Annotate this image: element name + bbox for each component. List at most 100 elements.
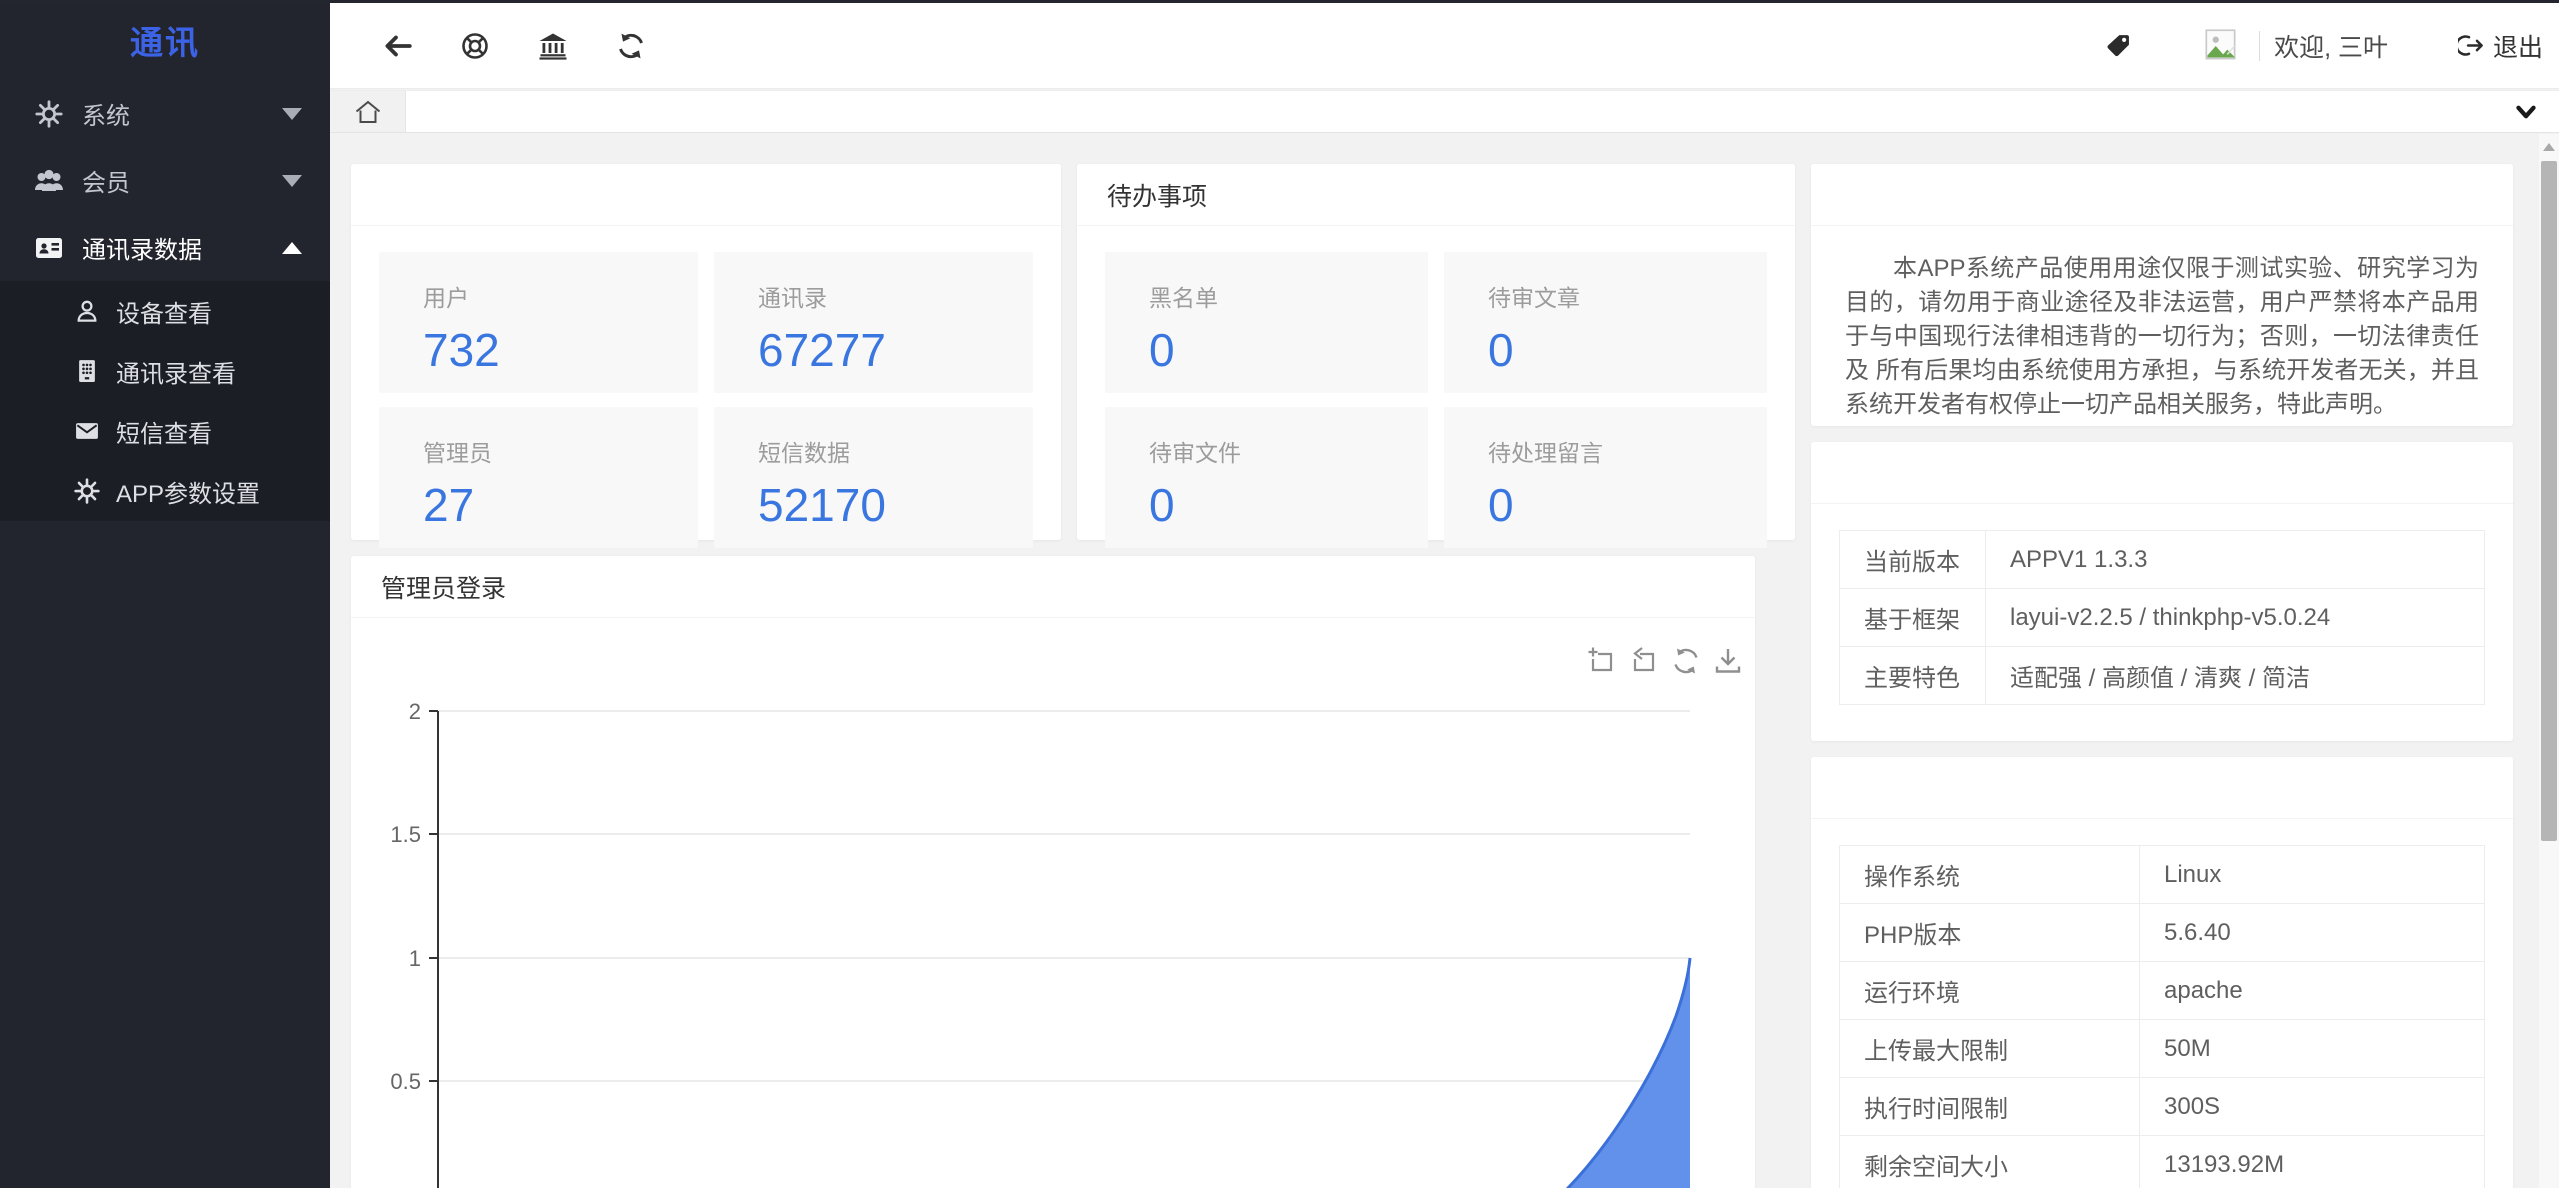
zoom-restore-icon[interactable] bbox=[1627, 644, 1661, 678]
sidebar-menu: 系统 会员 通讯录数据 bbox=[0, 80, 330, 521]
admin-login-chart-card: 管理员登录 bbox=[351, 556, 1755, 1188]
sidebar-item-system[interactable]: 系统 bbox=[0, 80, 330, 147]
stat-label: 黑名单 bbox=[1149, 285, 1218, 311]
y-axis-tick-labels: 2 1.5 1 0.5 bbox=[390, 699, 421, 1094]
sidebar-item-label: 设备查看 bbox=[116, 300, 212, 328]
stat-box-blacklist: 黑名单 0 bbox=[1105, 252, 1428, 393]
table-row: 剩余空间大小 13193.92M bbox=[1839, 1135, 2485, 1188]
chart-card-title: 管理员登录 bbox=[381, 574, 507, 603]
stat-label: 短信数据 bbox=[758, 440, 850, 466]
stat-value: 27 bbox=[423, 479, 475, 531]
chevron-down-icon bbox=[282, 107, 302, 120]
chart-body: 2 1.5 1 0.5 bbox=[351, 618, 1755, 1188]
row-label: 剩余空间大小 bbox=[1839, 1135, 2140, 1188]
logout-icon bbox=[2457, 35, 2483, 56]
back-arrow-icon[interactable] bbox=[378, 27, 416, 65]
chart-refresh-icon[interactable] bbox=[1669, 644, 1703, 678]
disclaimer-card: 本APP系统产品使用用途仅限于测试实验、研究学习为目的，请勿用于商业途径及非法运… bbox=[1811, 164, 2513, 426]
row-value: 300S bbox=[2139, 1077, 2485, 1136]
stat-label: 用户 bbox=[423, 285, 469, 311]
tab-home[interactable] bbox=[330, 91, 406, 132]
sidebar-item-members[interactable]: 会员 bbox=[0, 147, 330, 214]
stat-box-pending-files: 待审文件 0 bbox=[1105, 407, 1428, 548]
sidebar-item-label: APP参数设置 bbox=[116, 480, 261, 508]
vertical-scrollbar[interactable] bbox=[2539, 134, 2559, 1188]
table-row: 上传最大限制 50M bbox=[1839, 1019, 2485, 1078]
app-logo[interactable]: 通讯 bbox=[0, 0, 330, 80]
version-card-header bbox=[1811, 442, 2513, 504]
stat-box-contacts: 通讯录 67277 bbox=[714, 252, 1033, 393]
scrollbar-up-arrow[interactable] bbox=[2539, 134, 2559, 160]
stats-card-header bbox=[351, 164, 1061, 226]
row-value: apache bbox=[2139, 961, 2485, 1020]
todo-card-header: 待办事项 bbox=[1077, 164, 1795, 226]
logout-label: 退出 bbox=[2492, 33, 2543, 62]
row-label: 执行时间限制 bbox=[1839, 1077, 2140, 1136]
sidebar-item-label: 短信查看 bbox=[116, 420, 212, 448]
table-row: 运行环境 apache bbox=[1839, 961, 2485, 1020]
chevron-up-icon bbox=[282, 241, 302, 254]
stat-label: 通讯录 bbox=[758, 285, 827, 311]
sidebar-item-label: 通讯录数据 bbox=[82, 237, 202, 264]
bank-icon[interactable] bbox=[534, 27, 572, 65]
version-table: 当前版本 APPV1 1.3.3 基于框架 layui-v2.2.5 / thi… bbox=[1839, 530, 2485, 705]
chart-toolbox bbox=[1585, 644, 1745, 678]
area-series-line bbox=[1565, 957, 1692, 1188]
avatar[interactable] bbox=[2199, 24, 2243, 68]
tag-icon[interactable] bbox=[2099, 27, 2137, 65]
row-value: 13193.92M bbox=[2139, 1135, 2485, 1188]
area-series-fill bbox=[1567, 958, 1690, 1188]
table-row: 主要特色 适配强 / 高颜值 / 清爽 / 简洁 bbox=[1839, 646, 2485, 705]
app-title: 通讯 bbox=[130, 24, 200, 61]
tab-dropdown-button[interactable] bbox=[2493, 91, 2559, 132]
logout-button[interactable]: 退出 bbox=[2457, 28, 2543, 64]
topbar: 欢迎, 三叶 退出 bbox=[330, 3, 2559, 89]
todo-grid: 黑名单 0 待审文章 0 待审文件 0 待处理留言 0 bbox=[1077, 226, 1795, 574]
row-value: APPV1 1.3.3 bbox=[1985, 530, 2485, 589]
data-zoom-icon[interactable] bbox=[1585, 644, 1619, 678]
envelope-icon bbox=[72, 416, 102, 446]
sidebar-item-app-settings[interactable]: APP参数设置 bbox=[0, 461, 330, 521]
sidebar-item-label: 系统 bbox=[82, 103, 130, 130]
chevron-down-icon bbox=[282, 174, 302, 187]
sidebar-item-label: 通讯录查看 bbox=[116, 360, 236, 388]
row-label: 基于框架 bbox=[1839, 588, 1986, 647]
sidebar-item-device-view[interactable]: 设备查看 bbox=[0, 281, 330, 341]
refresh-icon[interactable] bbox=[612, 27, 650, 65]
tab-active-empty[interactable] bbox=[406, 91, 2493, 132]
stats-card: 用户 732 通讯录 67277 管理员 27 短信数据 52170 bbox=[351, 164, 1061, 548]
stat-label: 管理员 bbox=[423, 440, 492, 466]
chevron-down-icon bbox=[2516, 105, 2536, 118]
stat-box-sms: 短信数据 52170 bbox=[714, 407, 1033, 548]
stat-label: 待审文件 bbox=[1149, 440, 1241, 466]
table-row: PHP版本 5.6.40 bbox=[1839, 903, 2485, 962]
sidebar: 通讯 系统 会员 通讯录数据 bbox=[0, 0, 330, 1188]
topbar-left-actions bbox=[330, 27, 650, 65]
stat-box-pending-messages: 待处理留言 0 bbox=[1444, 407, 1767, 548]
life-ring-icon[interactable] bbox=[456, 27, 494, 65]
stat-value: 52170 bbox=[758, 479, 886, 531]
row-value: 适配强 / 高颜值 / 清爽 / 简洁 bbox=[1985, 646, 2485, 705]
stat-box-users: 用户 732 bbox=[379, 252, 698, 393]
download-icon[interactable] bbox=[1711, 644, 1745, 678]
stat-value: 0 bbox=[1149, 324, 1175, 376]
disclaimer-text: 本APP系统产品使用用途仅限于测试实验、研究学习为目的，请勿用于商业途径及非法运… bbox=[1845, 255, 2479, 418]
row-value: Linux bbox=[2139, 845, 2485, 904]
scrollbar-thumb[interactable] bbox=[2541, 161, 2557, 841]
tabbar bbox=[330, 90, 2559, 133]
sidebar-item-sms-view[interactable]: 短信查看 bbox=[0, 401, 330, 461]
stat-value: 0 bbox=[1149, 479, 1175, 531]
phonebook-icon bbox=[72, 356, 102, 386]
row-label: 主要特色 bbox=[1839, 646, 1986, 705]
system-table: 操作系统 Linux PHP版本 5.6.40 运行环境 apache 上传最大… bbox=[1839, 845, 2485, 1188]
sidebar-item-label: 会员 bbox=[82, 170, 130, 197]
admin-login-area-chart: 2 1.5 1 0.5 bbox=[390, 699, 1692, 1188]
stat-value: 0 bbox=[1488, 479, 1514, 531]
sidebar-item-contacts-view[interactable]: 通讯录查看 bbox=[0, 341, 330, 401]
table-row: 当前版本 APPV1 1.3.3 bbox=[1839, 530, 2485, 589]
divider bbox=[2259, 30, 2261, 61]
table-row: 操作系统 Linux bbox=[1839, 845, 2485, 904]
system-info-card: 操作系统 Linux PHP版本 5.6.40 运行环境 apache 上传最大… bbox=[1811, 757, 2513, 1188]
sidebar-item-contacts-data[interactable]: 通讯录数据 bbox=[0, 214, 330, 281]
